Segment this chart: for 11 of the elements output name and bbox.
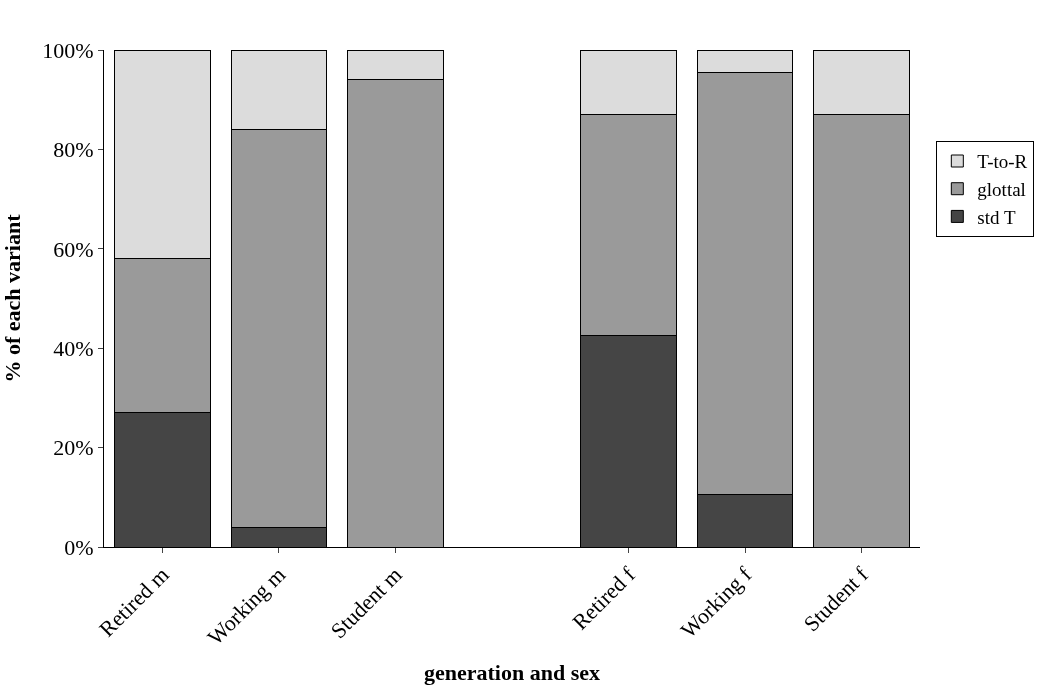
y-axis-title: % of each variant [0, 213, 26, 383]
legend-label: std T [977, 206, 1016, 228]
x-axis-title: generation and sex [424, 659, 600, 685]
y-tick-label: 20% [53, 435, 94, 461]
legend-label: glottal [977, 179, 1026, 201]
y-tick-label: 60% [53, 236, 94, 262]
y-tick-label: 40% [53, 335, 94, 361]
legend-label: T-to-R [977, 151, 1028, 173]
y-tick-label: 0% [64, 534, 94, 560]
y-tick-label: 80% [53, 137, 94, 163]
y-tick-label: 100% [42, 37, 94, 63]
